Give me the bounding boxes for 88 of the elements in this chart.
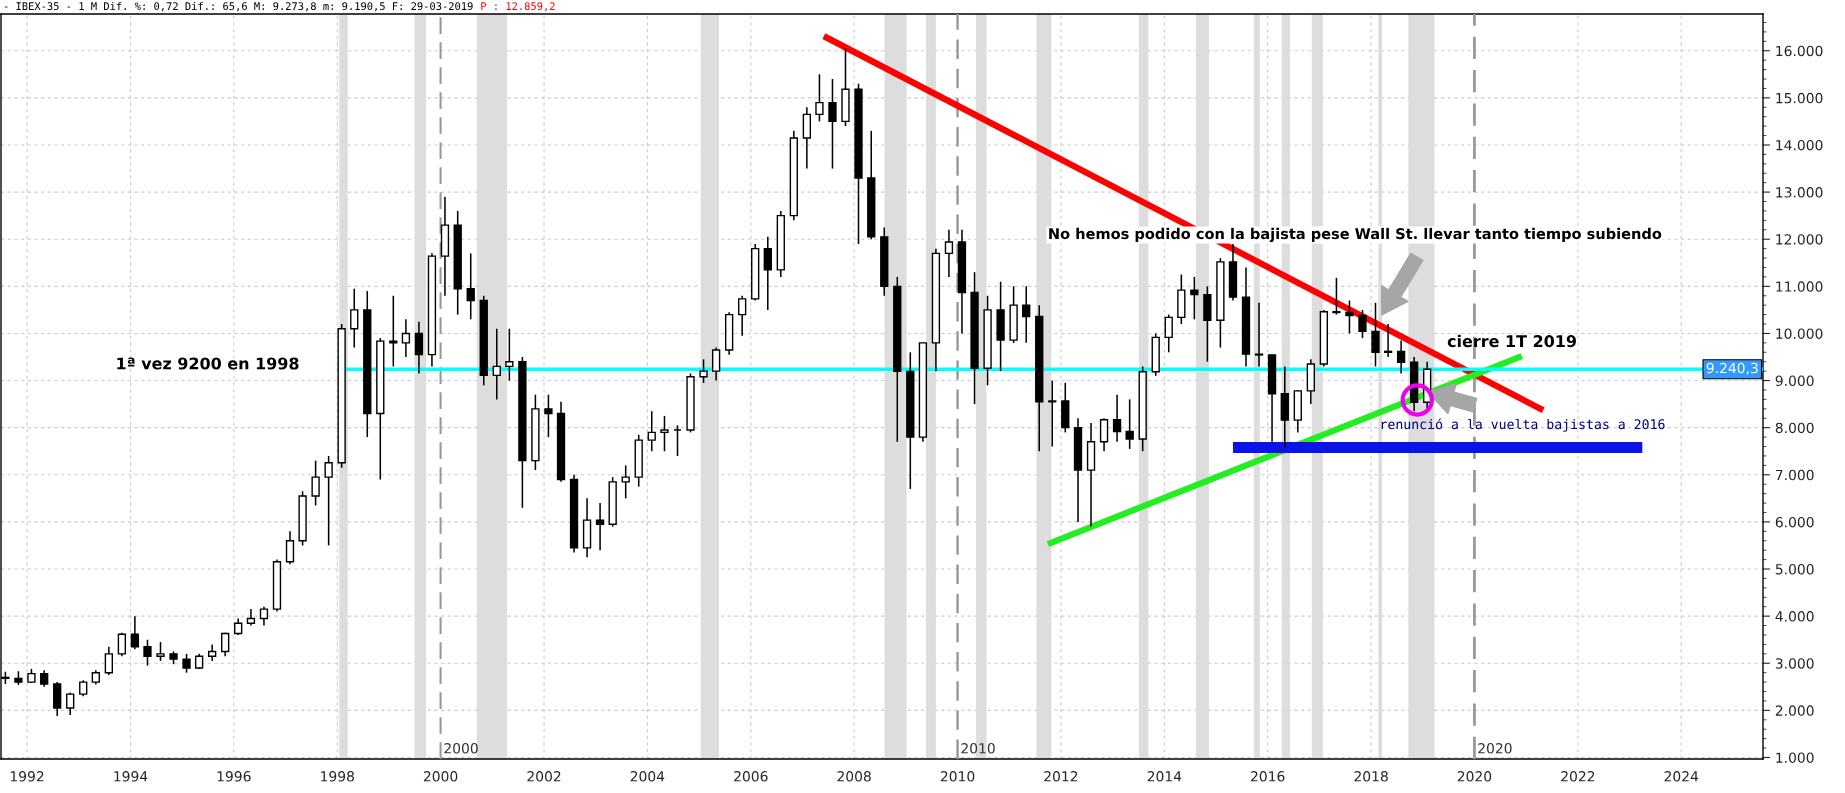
candlestick (711, 346, 721, 382)
candlestick (117, 631, 127, 657)
y-tick-label: 9.000 (1775, 375, 1814, 387)
annotation: renunció a la vuelta bajistas a 2016 (1381, 418, 1665, 432)
annotation: No hemos podido con la bajista pese Wall St. llevar tanto tiempo subiendo (1049, 227, 1662, 243)
candlestick (505, 327, 514, 382)
y-tick-label: 1.000 (1776, 752, 1814, 763)
data-label: 9.240,3 (1706, 362, 1758, 375)
y-tick-label: 10.000 (1776, 328, 1823, 339)
y-tick-label: 15.000 (1776, 92, 1823, 104)
candlestick (1358, 309, 1367, 339)
candlestick (1383, 323, 1393, 358)
y-tick-label: 7.000 (1775, 469, 1814, 481)
chart-title: - IBEX-35 - 1 M Dif. %: 0,72 Dif.: 65,6 M: 9.273,8 m: 9.190,5 F: 29-03-2019 (4, 1, 473, 12)
candlestick (1396, 339, 1406, 375)
candlestick (143, 638, 152, 667)
candlestick (1190, 276, 1199, 321)
x-tick-label: 2022 (1561, 771, 1595, 782)
y-tick-label: 6.000 (1775, 516, 1814, 528)
candlestick (647, 410, 656, 453)
candlestick (1048, 379, 1057, 448)
candlestick (1099, 417, 1109, 453)
y-tick-label: 3.000 (1775, 658, 1814, 669)
x-tick-label: 2010 (940, 771, 975, 782)
candlestick (544, 393, 553, 438)
candlestick (660, 415, 669, 453)
candlestick (182, 653, 191, 674)
x-tick-label: 2008 (837, 771, 871, 782)
y-tick-label: 13.000 (1776, 187, 1823, 198)
x-tick-label: 2012 (1044, 771, 1078, 782)
candlestick (492, 327, 501, 401)
x-tick-label: 1992 (10, 771, 44, 782)
ref-line-label: 2020 (1478, 743, 1512, 754)
candlestick (738, 294, 747, 337)
x-tick-label: 2014 (1147, 771, 1182, 782)
candlestick (1164, 313, 1173, 354)
ref-line-label: 2010 (961, 743, 995, 754)
candlestick (324, 455, 333, 547)
candlestick (466, 252, 475, 321)
y-tick-label: 2.000 (1775, 705, 1814, 716)
candlestick (130, 615, 140, 650)
candlestick (944, 229, 954, 278)
y-tick-label: 14.000 (1776, 139, 1823, 151)
chart-subtitle: P : 12.859,2 (481, 2, 555, 12)
x-tick-label: 2006 (734, 771, 768, 782)
candlestick (414, 320, 424, 375)
candlestick (595, 502, 605, 551)
y-tick-label: 8.000 (1775, 422, 1814, 434)
candlestick (104, 646, 114, 676)
y-tick-label: 12.000 (1776, 234, 1823, 245)
x-tick-label: 1998 (321, 771, 354, 782)
candlestick (156, 641, 165, 662)
annotation: cierre 1T 2019 (1447, 334, 1576, 348)
candlestick (66, 691, 75, 716)
candlestick (1022, 285, 1031, 344)
x-tick-label: 1994 (114, 771, 148, 782)
candlestick (259, 605, 269, 627)
candlestick (802, 106, 812, 170)
x-tick-label: 2000 (423, 771, 458, 782)
ref-line-label: 2000 (444, 743, 478, 754)
y-tick-label: 11.000 (1776, 281, 1823, 292)
y-tick-label: 5.000 (1775, 564, 1814, 575)
candlestick (1125, 398, 1134, 450)
candlestick (350, 287, 359, 349)
y-tick-label: 16.000 (1776, 45, 1823, 57)
candlestick (285, 530, 295, 566)
x-tick-label: 2002 (527, 771, 561, 782)
x-tick-label: 2024 (1664, 771, 1699, 782)
candlestick (1112, 393, 1122, 443)
candlestick (1371, 302, 1380, 368)
candlestick (311, 459, 320, 507)
x-tick-label: 1996 (217, 771, 251, 782)
candlestick (389, 294, 398, 368)
annotation: 1ª vez 9200 en 1998 (117, 357, 299, 370)
candlestick (621, 464, 630, 500)
x-tick-label: 2016 (1251, 771, 1285, 782)
x-tick-label: 2020 (1457, 771, 1492, 782)
candlestick (763, 236, 772, 311)
candlestick (1332, 277, 1341, 316)
y-tick-label: 4.000 (1775, 611, 1814, 622)
candlestick (699, 358, 708, 384)
candlestick (1254, 302, 1264, 368)
candlestick (1345, 299, 1354, 335)
x-tick-label: 2004 (630, 771, 665, 782)
candlestick (401, 318, 411, 358)
x-tick-label: 2018 (1354, 771, 1388, 782)
candlestick (815, 73, 824, 123)
candlestick (828, 78, 837, 170)
